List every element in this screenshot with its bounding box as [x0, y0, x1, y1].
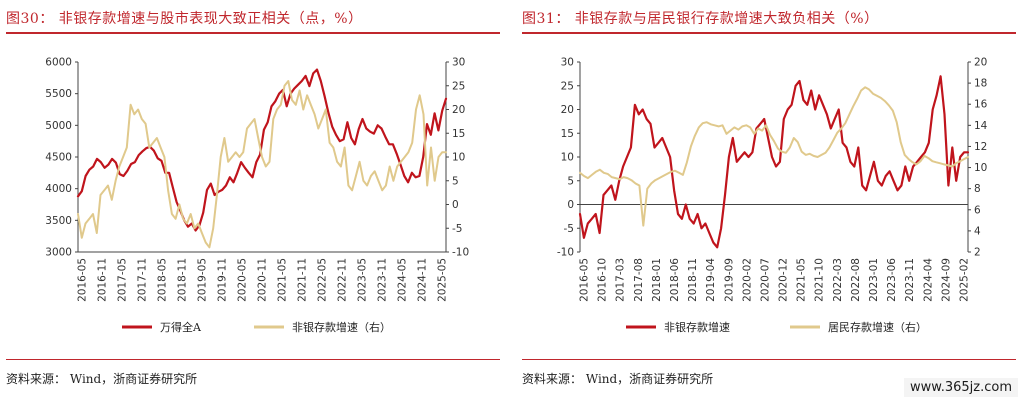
series-line-primary	[578, 75, 970, 249]
source-divider-right	[522, 359, 1016, 360]
x-tick-label: 2021-10	[814, 258, 826, 302]
y-tick-label-right: 16	[974, 99, 988, 111]
y-tick-label-left: 5500	[45, 88, 72, 100]
x-tick-label: 2025-02	[959, 258, 971, 302]
x-tick-label: 2018-01	[651, 258, 663, 302]
x-tick-label: 2016-11	[97, 258, 109, 302]
y-tick-label-left: 5000	[45, 120, 72, 132]
x-tick-label: 2024-04	[922, 258, 934, 302]
y-tick-label-right: 2	[974, 247, 981, 259]
y-tick-label-right: 6	[974, 204, 981, 216]
y-tick-label-right: 25	[452, 80, 465, 92]
x-tick-label: 2025-05	[437, 258, 449, 302]
chart-panel-right: 图31： 非银存款与居民银行存款增速大致负相关（%） -10 -5 0 5 10 15 20…	[522, 0, 1022, 403]
x-tick-label: 2019-09	[723, 258, 735, 302]
x-tick-label: 2020-12	[778, 258, 790, 302]
legend-label: 万得全A	[160, 320, 202, 334]
x-tick-label: 2023-05	[357, 258, 369, 302]
x-tick-label: 2020-05	[237, 258, 249, 302]
y-tick-label-right: 12	[974, 141, 987, 153]
y-tick-label-left: 4500	[45, 152, 72, 164]
x-tick-label: 2024-05	[397, 258, 409, 302]
y-tick-label-left: 3000	[45, 247, 72, 259]
legend-label: 居民存款增速（右）	[828, 320, 927, 334]
y-tick-label-right: 8	[974, 183, 981, 195]
x-tick-label: 2022-11	[337, 258, 349, 302]
x-tick-label: 2019-05	[197, 258, 209, 302]
chart-right: -10 -5 0 5 10 15 20 25 30 2 4 6 8 10 12 14 16 18 20 2016-05…	[557, 57, 988, 335]
x-tick-label: 2018-06	[669, 258, 681, 302]
x-tick-label: 2023-06	[886, 258, 898, 302]
x-tick-label: 2016-10	[597, 258, 609, 302]
y-tick-label-right: 20	[452, 104, 465, 116]
x-tick-label: 2017-05	[117, 258, 129, 302]
y-tick-label-left: 6000	[45, 57, 72, 69]
chart-panel-left: 图30： 非银存款增速与股市表现大致正相关（点，%） 3000 3500 4000 4…	[6, 0, 506, 403]
chart-title-right: 图31： 非银存款与居民银行存款增速大致负相关（%）	[522, 11, 879, 27]
y-tick-label-right: 5	[452, 175, 459, 187]
y-tick-label-right: 30	[452, 57, 465, 69]
legend-label: 非银存款增速（右）	[292, 320, 391, 334]
y-tick-label-right: 0	[452, 199, 459, 211]
y-tick-label-left: 4000	[45, 183, 72, 195]
y-tick-label-right: 10	[452, 152, 465, 164]
x-tick-label: 2022-05	[317, 258, 329, 302]
series-line-secondary	[579, 86, 969, 227]
x-tick-label: 2018-11	[687, 258, 699, 302]
x-tick-label: 2018-11	[177, 258, 189, 302]
y-tick-label-right: -10	[452, 247, 469, 259]
y-tick-label-left: 5	[567, 175, 574, 187]
series-line-primary	[76, 68, 448, 232]
x-tick-label: 2023-11	[377, 258, 389, 302]
y-tick-label-left: 25	[561, 80, 574, 92]
x-tick-label: 2019-04	[705, 258, 717, 302]
source-note-right: 资料来源： Wind，浙商证券研究所	[522, 372, 714, 386]
series-line-secondary	[77, 80, 447, 249]
y-tick-label-left: -10	[557, 247, 574, 259]
x-tick-label: 2021-05	[796, 258, 808, 302]
y-tick-label-left: 20	[561, 104, 574, 116]
x-tick-label: 2016-05	[77, 258, 89, 302]
x-tick-label: 2022-03	[832, 258, 844, 302]
x-tick-label: 2024-11	[417, 258, 429, 302]
x-tick-label: 2019-11	[217, 258, 229, 302]
y-tick-label-left: 10	[561, 152, 574, 164]
x-tick-label: 2023-11	[904, 258, 916, 302]
x-tick-label: 2016-05	[579, 258, 591, 302]
y-tick-label-left: 0	[567, 199, 574, 211]
x-tick-label: 2023-01	[868, 258, 880, 302]
y-tick-label-left: 30	[561, 57, 574, 69]
x-tick-label: 2021-11	[297, 258, 309, 302]
y-tick-label-right: 4	[974, 225, 981, 237]
chart-title-left: 图30： 非银存款增速与股市表现大致正相关（点，%）	[6, 11, 363, 27]
x-tick-label: 2021-05	[277, 258, 289, 302]
x-tick-label: 2017-03	[615, 258, 627, 302]
source-note-left: 资料来源： Wind，浙商证券研究所	[6, 372, 198, 386]
chart-left: 3000 3500 4000 4500 5000 5500 6000 -10 -5 0 5 10 15 2…	[45, 57, 469, 335]
source-divider-left	[6, 359, 500, 360]
x-tick-label: 2020-11	[257, 258, 269, 302]
x-tick-label: 2020-02	[741, 258, 753, 302]
x-tick-label: 2017-11	[137, 258, 149, 302]
x-tick-label: 2024-09	[940, 258, 952, 302]
x-tick-label: 2020-07	[759, 258, 771, 302]
x-tick-label: 2017-08	[633, 258, 645, 302]
title-divider-left	[6, 32, 500, 34]
y-tick-label-right: 20	[974, 57, 987, 69]
x-tick-label: 2022-08	[850, 258, 862, 302]
legend-label: 非银存款增速	[664, 320, 730, 334]
y-tick-label-right: 18	[974, 78, 987, 90]
title-divider-right	[522, 32, 1016, 34]
site-watermark: www.365jz.com	[904, 378, 1018, 397]
y-tick-label-right: 15	[452, 128, 465, 140]
x-tick-label: 2018-05	[157, 258, 169, 302]
y-tick-label-left: 15	[561, 128, 574, 140]
y-tick-label-right: 14	[974, 120, 988, 132]
y-tick-label-left: -5	[564, 223, 574, 235]
y-tick-label-right: 10	[974, 162, 987, 174]
y-tick-label-left: 3500	[45, 215, 72, 227]
y-tick-label-right: -5	[452, 223, 462, 235]
